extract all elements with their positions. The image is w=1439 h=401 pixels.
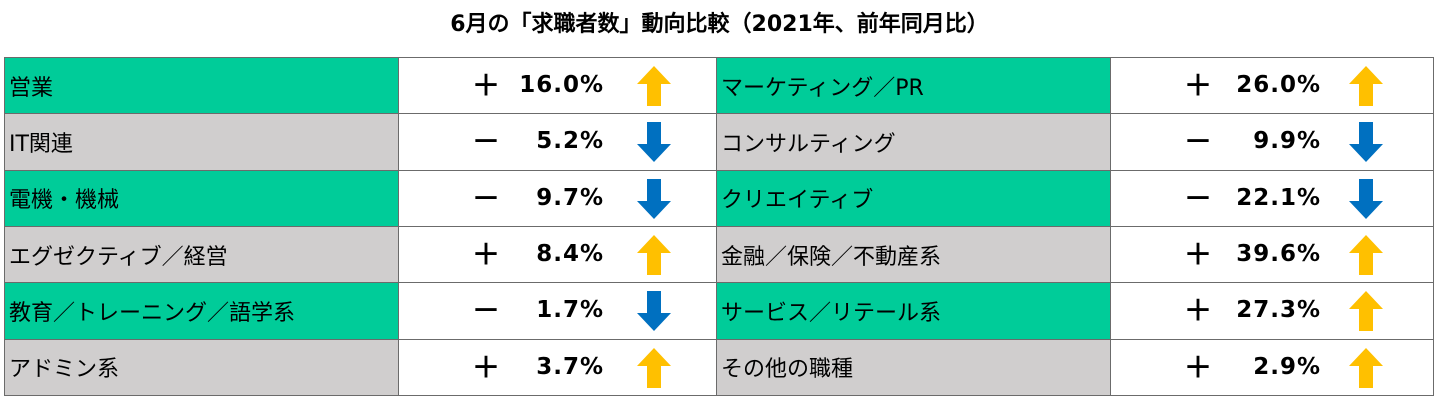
page-title: 6月の「求職者数」動向比較（2021年、前年同月比） (450, 12, 989, 37)
plus-sign: ＋ (471, 238, 500, 272)
change-value: 39.6% (1236, 241, 1321, 268)
change-value: 22.1% (1236, 184, 1321, 211)
change-value: 1.7% (536, 297, 604, 324)
table-row: 教育／トレーニング／語学系 － 1.7% サービス／リテール系 ＋ 27.3% (4, 282, 1434, 340)
arrow-up-icon (637, 66, 671, 107)
change-cell: － 22.1% (1110, 169, 1434, 227)
plus-sign: ＋ (1183, 238, 1212, 272)
category-label: 金融／保険／不動産系 (716, 225, 1111, 284)
change-cell: ＋ 3.7% (398, 338, 717, 397)
change-cell: ＋ 27.3% (1110, 282, 1434, 340)
plus-sign: ＋ (471, 69, 500, 103)
change-value: 3.7% (536, 353, 604, 380)
change-cell: ＋ 16.0% (398, 56, 717, 115)
arrow-down-icon (637, 291, 671, 332)
arrow-up-icon (1349, 66, 1383, 107)
arrow-down-icon (637, 178, 671, 219)
change-value: 9.7% (536, 184, 604, 211)
change-cell: － 9.7% (398, 169, 717, 227)
table-row: 電機・機械 － 9.7% クリエイティブ － 22.1% (4, 169, 1434, 227)
change-value: 9.9% (1253, 128, 1321, 155)
arrow-up-icon (637, 235, 671, 276)
category-label: コンサルティング (716, 113, 1111, 171)
table-row: エグゼクティブ／経営 ＋ 8.4% 金融／保険／不動産系 ＋ 39.6% (4, 225, 1434, 284)
table-row: 営業 ＋ 16.0% マーケティング／PR ＋ 26.0% (4, 56, 1434, 115)
change-value: 16.0% (519, 72, 604, 99)
category-label: アドミン系 (4, 338, 399, 397)
plus-sign: ＋ (1183, 294, 1212, 328)
category-label: 営業 (4, 56, 399, 115)
plus-sign: ＋ (1183, 69, 1212, 103)
plus-sign: ＋ (1183, 350, 1212, 384)
minus-sign: － (471, 125, 500, 159)
change-value: 5.2% (536, 128, 604, 155)
minus-sign: － (1183, 181, 1212, 215)
arrow-up-icon (637, 347, 671, 388)
category-label: マーケティング／PR (716, 56, 1111, 115)
category-label: エグゼクティブ／経営 (4, 225, 399, 284)
category-label: 教育／トレーニング／語学系 (4, 282, 399, 340)
minus-sign: － (1183, 125, 1212, 159)
plus-sign: ＋ (471, 350, 500, 384)
change-value: 2.9% (1253, 353, 1321, 380)
arrow-up-icon (1349, 291, 1383, 332)
minus-sign: － (471, 181, 500, 215)
table-row: IT関連 － 5.2% コンサルティング － 9.9% (4, 113, 1434, 171)
category-label: IT関連 (4, 113, 399, 171)
comparison-table: 営業 ＋ 16.0% マーケティング／PR ＋ 26.0% IT関連 － 5.2% コンサルティン… (4, 56, 1434, 397)
change-cell: ＋ 26.0% (1110, 56, 1434, 115)
change-cell: － 9.9% (1110, 113, 1434, 171)
change-cell: － 5.2% (398, 113, 717, 171)
arrow-up-icon (1349, 235, 1383, 276)
change-value: 26.0% (1236, 72, 1321, 99)
arrow-down-icon (637, 122, 671, 163)
change-cell: ＋ 39.6% (1110, 225, 1434, 284)
category-label: サービス／リテール系 (716, 282, 1111, 340)
category-label: 電機・機械 (4, 169, 399, 227)
change-cell: ＋ 8.4% (398, 225, 717, 284)
arrow-down-icon (1349, 178, 1383, 219)
table-row: アドミン系 ＋ 3.7% その他の職種 ＋ 2.9% (4, 338, 1434, 397)
category-label: クリエイティブ (716, 169, 1111, 227)
change-cell: － 1.7% (398, 282, 717, 340)
change-value: 27.3% (1236, 297, 1321, 324)
change-cell: ＋ 2.9% (1110, 338, 1434, 397)
minus-sign: － (471, 294, 500, 328)
change-value: 8.4% (536, 241, 604, 268)
arrow-down-icon (1349, 122, 1383, 163)
arrow-up-icon (1349, 347, 1383, 388)
category-label: その他の職種 (716, 338, 1111, 397)
